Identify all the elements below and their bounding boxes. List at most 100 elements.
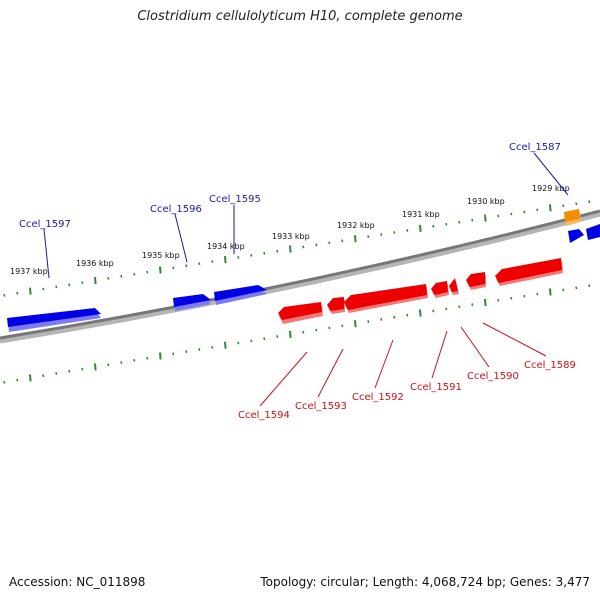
outer-scale-tick <box>315 243 318 247</box>
inner-scale-tick <box>406 313 409 317</box>
outer-scale-tick <box>549 204 552 212</box>
gene-ccel-1587-b <box>586 224 600 240</box>
outer-scale-tick <box>172 266 175 270</box>
scale-label-1935: 1935 kbp <box>142 251 180 260</box>
inner-scale-tick <box>185 350 188 354</box>
inner-scale-tick <box>133 358 136 362</box>
outer-scale-tick <box>588 200 591 204</box>
label-ccel-1596[interactable]: Ccel_1596 <box>150 204 202 215</box>
inner-scale-tick <box>198 348 201 351</box>
outer-scale-tick <box>185 264 188 268</box>
outer-scale-tick <box>3 293 6 297</box>
label-ccel-1595[interactable]: Ccel_1595 <box>209 194 261 205</box>
scale-label-1931: 1931 kbp <box>402 210 440 219</box>
genome-backbone-shadow <box>0 211 600 344</box>
inner-scale-tick <box>367 320 370 323</box>
label-ccel-1592[interactable]: Ccel_1592 <box>352 392 404 403</box>
scale-labels: 1937 kbp 1936 kbp 1935 kbp 1934 kbp 1933… <box>10 184 570 276</box>
outer-scale-tick <box>250 253 253 257</box>
outer-scale-tick <box>367 235 370 239</box>
genome-backbone <box>0 209 600 340</box>
inner-scale-tick <box>29 374 32 382</box>
inner-scale-ticks <box>3 284 591 384</box>
inner-scale-tick <box>276 335 279 338</box>
outer-scale-tick <box>68 283 71 287</box>
scale-label-1937: 1937 kbp <box>10 267 48 276</box>
inner-scale-tick <box>549 288 552 296</box>
outer-scale-tick <box>107 277 110 280</box>
inner-scale-tick <box>211 345 214 349</box>
outer-scale-tick <box>562 204 565 208</box>
outer-scale-tick <box>211 260 214 264</box>
genome-title: Clostridium cellulolyticum H10, complete… <box>137 9 463 24</box>
outer-scale-tick <box>29 287 32 295</box>
outer-scale-tick <box>380 233 383 236</box>
inner-scale-tick <box>497 299 500 302</box>
outer-scale-tick <box>42 287 45 291</box>
outer-scale-tick <box>536 208 539 212</box>
label-ccel-1593[interactable]: Ccel_1593 <box>295 401 347 412</box>
gene-ccel-1592 <box>344 284 427 310</box>
inner-scale-tick <box>68 369 71 373</box>
inner-scale-tick <box>237 341 240 345</box>
inner-scale-tick <box>172 352 175 356</box>
leader-ccel-1587 <box>533 152 569 196</box>
gene-ccel-1591 <box>431 281 448 295</box>
outer-scale-tick <box>575 202 578 206</box>
outer-scale-tick <box>354 235 357 243</box>
leader-ccel-1593 <box>317 348 344 398</box>
inner-scale-tick <box>107 363 110 367</box>
inner-scale-tick <box>289 330 292 338</box>
scale-label-1932: 1932 kbp <box>337 221 375 230</box>
label-ccel-1589[interactable]: Ccel_1589 <box>524 360 576 371</box>
leader-ccel-1594 <box>259 351 308 407</box>
inner-scale-tick <box>341 324 344 328</box>
outer-scale-tick <box>289 245 292 253</box>
gene-ccel-1594 <box>278 302 322 320</box>
outer-scale-tick <box>510 212 513 216</box>
gene-ccel-1597 <box>7 308 101 327</box>
label-ccel-1594[interactable]: Ccel_1594 <box>238 410 290 421</box>
inner-scale-tick <box>510 296 513 300</box>
label-ccel-1597[interactable]: Ccel_1597 <box>19 219 71 230</box>
outer-scale-tick <box>523 210 526 214</box>
inner-scale-tick <box>419 309 422 317</box>
outer-scale-tick <box>406 229 409 232</box>
gene-ccel-1589b <box>495 258 562 283</box>
inner-scale-tick <box>445 307 448 311</box>
outer-scale-tick <box>224 255 227 264</box>
label-ccel-1587[interactable]: Ccel_1587 <box>509 142 561 153</box>
gene-ccel-1593 <box>327 297 344 311</box>
scale-label-1933: 1933 kbp <box>272 232 310 241</box>
label-ccel-1591[interactable]: Ccel_1591 <box>410 382 462 393</box>
gene-ccel-1589a <box>466 272 485 287</box>
inner-scale-tick <box>250 339 253 343</box>
inner-scale-tick <box>120 361 123 364</box>
outer-scale-tick <box>120 274 123 278</box>
reverse-label-lines <box>259 322 547 407</box>
reverse-gene-labels: Ccel_1594 Ccel_1593 Ccel_1592 Ccel_1591 … <box>238 360 576 421</box>
inner-scale-tick <box>55 372 58 375</box>
accession-text: Accession: NC_011898 <box>9 575 146 589</box>
inner-scale-tick <box>354 320 357 328</box>
label-ccel-1590[interactable]: Ccel_1590 <box>467 371 519 382</box>
inner-scale-tick <box>94 363 97 371</box>
inner-scale-tick <box>16 378 19 382</box>
gene-orange <box>564 209 580 222</box>
outer-scale-tick <box>328 241 331 245</box>
inner-scale-tick <box>575 286 578 290</box>
leader-ccel-1590 <box>460 326 490 368</box>
inner-scale-tick <box>536 292 539 296</box>
outer-scale-tick <box>419 224 422 232</box>
inner-scale-tick <box>393 315 396 319</box>
leader-ccel-1592 <box>374 339 394 389</box>
outer-scale-tick <box>302 245 305 249</box>
forward-label-lines <box>43 152 569 279</box>
outer-scale-tick <box>159 266 162 274</box>
inner-scale-tick <box>42 374 45 378</box>
outer-scale-tick <box>276 249 279 253</box>
inner-scale-tick <box>263 337 266 341</box>
inner-scale-tick <box>224 341 227 349</box>
inner-scale-tick <box>562 288 565 292</box>
